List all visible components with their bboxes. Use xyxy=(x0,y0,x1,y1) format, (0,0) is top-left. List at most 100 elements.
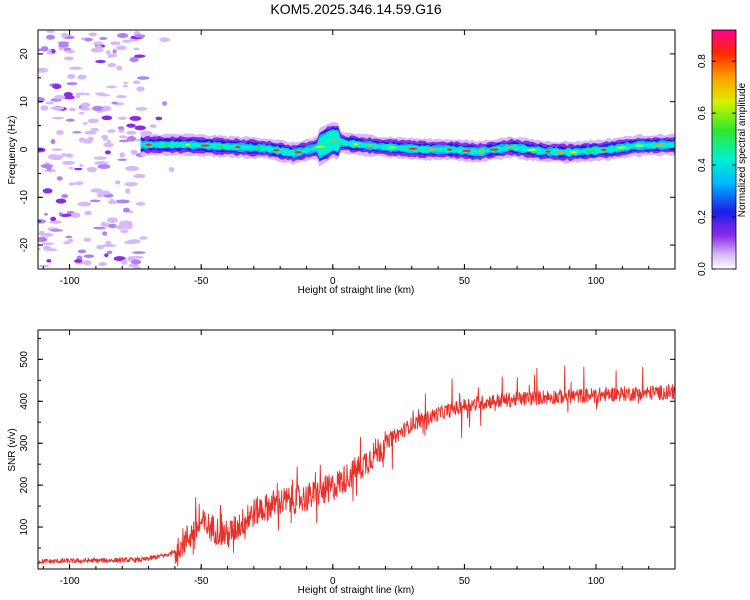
colorbar-tick-label: 0.0 xyxy=(697,262,708,276)
ridge-hotspot xyxy=(387,146,397,149)
noise-blob xyxy=(115,199,130,204)
noise-blob xyxy=(72,131,82,134)
noise-blob xyxy=(88,32,98,37)
noise-blob xyxy=(168,167,175,173)
noise-blob xyxy=(136,76,150,80)
noise-blob xyxy=(74,167,83,171)
colorbar-ticks: 0.0 0.2 0.4 0.6 0.8 xyxy=(697,54,736,276)
noise-blob xyxy=(79,163,84,167)
noise-blob xyxy=(106,250,113,255)
spectrogram-y-tick-label: 20 xyxy=(19,48,30,60)
noise-blob xyxy=(45,34,56,40)
noise-blob xyxy=(78,111,85,115)
noise-blob xyxy=(133,174,146,179)
ridge-hotspot xyxy=(255,147,262,150)
ridge-hotspot xyxy=(545,150,551,153)
noise-blob xyxy=(139,236,148,240)
noise-blob xyxy=(51,148,63,151)
noise-blob xyxy=(38,96,45,103)
noise-blob xyxy=(92,226,106,230)
noise-blob xyxy=(111,101,118,105)
ridge-hotspot xyxy=(185,143,191,146)
noise-blob xyxy=(67,73,76,79)
noise-blob xyxy=(126,123,136,128)
noise-blob xyxy=(63,92,73,98)
snr-series-line xyxy=(38,365,675,567)
noise-blob xyxy=(133,47,140,51)
spectrogram-y-tick-label: -20 xyxy=(19,237,30,252)
noise-blob xyxy=(127,239,141,244)
ridge-hotspot xyxy=(446,148,453,151)
ridge-hotspot xyxy=(352,143,359,146)
noise-blob xyxy=(38,232,48,236)
noise-blob xyxy=(83,237,92,242)
ridge-hotspot xyxy=(332,139,337,142)
spectrogram-x-tick-label: 50 xyxy=(459,276,471,287)
noise-blob xyxy=(93,41,103,46)
ridge-hotspot xyxy=(162,143,169,146)
noise-blob xyxy=(97,191,105,196)
snr-x-tick-label: -100 xyxy=(60,576,80,587)
noise-blob xyxy=(119,135,128,139)
noise-blob xyxy=(93,156,107,160)
ridge-hotspot xyxy=(217,145,225,148)
noise-blob xyxy=(101,115,113,121)
noise-blob xyxy=(133,266,141,269)
noise-blob xyxy=(41,242,54,246)
noise-blob xyxy=(159,37,170,43)
snr-xlabel: Height of straight line (km) xyxy=(298,585,415,596)
snr-plot-area xyxy=(38,330,675,569)
noise-blob xyxy=(62,160,75,165)
noise-blob xyxy=(69,66,83,70)
noise-blob xyxy=(104,253,109,258)
noise-blob xyxy=(126,136,137,142)
noise-blob xyxy=(101,108,108,112)
noise-blob xyxy=(104,150,111,155)
ridge-hotspot xyxy=(315,145,326,148)
noise-blob xyxy=(107,63,117,68)
noise-blob xyxy=(65,153,74,158)
noise-blob xyxy=(92,105,104,112)
noise-blob xyxy=(82,260,92,266)
noise-blob xyxy=(46,30,55,33)
noise-blob xyxy=(79,107,91,111)
noise-blob xyxy=(77,201,91,207)
noise-blob xyxy=(80,102,91,108)
snr-x-tick-label: 100 xyxy=(588,576,605,587)
noise-blob xyxy=(155,116,163,121)
noise-blob xyxy=(125,130,137,135)
noise-blob xyxy=(38,264,50,268)
ridge-hotspot xyxy=(616,146,627,149)
noise-blob xyxy=(42,188,53,194)
noise-blob xyxy=(74,259,83,263)
noise-blob xyxy=(96,245,105,250)
snr-x-tick-label: 50 xyxy=(459,576,471,587)
noise-blob xyxy=(46,51,53,55)
noise-blob xyxy=(94,161,108,166)
noise-blob xyxy=(107,129,116,133)
snr-x-tick-label: -50 xyxy=(194,576,209,587)
noise-blob xyxy=(69,107,76,112)
ridge-hotspot xyxy=(366,144,374,147)
noise-blob xyxy=(95,59,106,64)
ridge-hotspot xyxy=(145,143,152,146)
noise-blob xyxy=(74,181,84,186)
noise-blob xyxy=(99,262,106,266)
ridge-hotspot xyxy=(570,150,578,154)
noise-blob xyxy=(38,236,48,243)
noise-blob xyxy=(118,139,130,143)
noise-blob xyxy=(58,43,69,48)
noise-blob xyxy=(61,152,67,157)
noise-blob xyxy=(130,149,138,155)
noise-blob xyxy=(87,136,94,142)
noise-blob xyxy=(108,53,118,58)
noise-blob xyxy=(107,200,118,205)
colorbar: 0.0 0.2 0.4 0.6 0.8 Normalized spectral ampl… xyxy=(697,29,748,276)
noise-blob xyxy=(38,230,45,234)
snr-y-tick-label: 400 xyxy=(19,393,30,410)
spectrogram-x-tick-label: -50 xyxy=(194,276,209,287)
noise-blob xyxy=(132,80,141,85)
noise-blob xyxy=(134,34,146,38)
noise-blob xyxy=(112,49,117,54)
